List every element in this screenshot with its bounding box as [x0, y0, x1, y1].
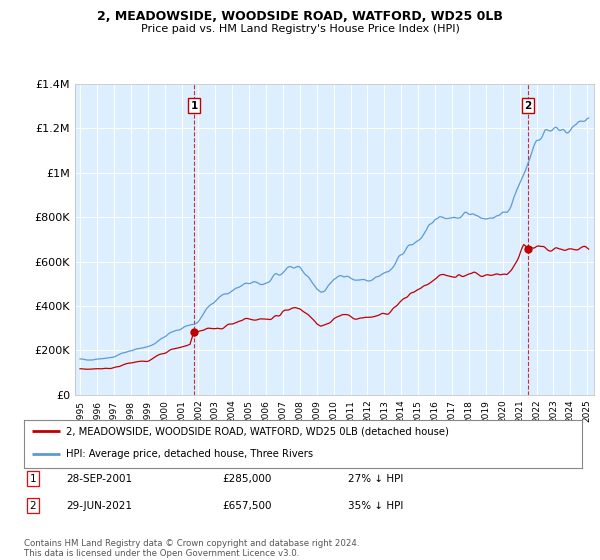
Text: 2: 2 — [29, 501, 37, 511]
Text: 29-JUN-2021: 29-JUN-2021 — [66, 501, 132, 511]
Text: Price paid vs. HM Land Registry's House Price Index (HPI): Price paid vs. HM Land Registry's House … — [140, 24, 460, 34]
Text: 2, MEADOWSIDE, WOODSIDE ROAD, WATFORD, WD25 0LB (detached house): 2, MEADOWSIDE, WOODSIDE ROAD, WATFORD, W… — [66, 426, 449, 436]
Text: 1: 1 — [29, 474, 37, 484]
Text: 2: 2 — [524, 101, 532, 111]
Text: 2, MEADOWSIDE, WOODSIDE ROAD, WATFORD, WD25 0LB: 2, MEADOWSIDE, WOODSIDE ROAD, WATFORD, W… — [97, 10, 503, 22]
Text: 28-SEP-2001: 28-SEP-2001 — [66, 474, 132, 484]
Text: HPI: Average price, detached house, Three Rivers: HPI: Average price, detached house, Thre… — [66, 449, 313, 459]
Text: 27% ↓ HPI: 27% ↓ HPI — [348, 474, 403, 484]
Text: £285,000: £285,000 — [222, 474, 271, 484]
Text: £657,500: £657,500 — [222, 501, 271, 511]
Text: Contains HM Land Registry data © Crown copyright and database right 2024.
This d: Contains HM Land Registry data © Crown c… — [24, 539, 359, 558]
Text: 1: 1 — [191, 101, 198, 111]
Text: 35% ↓ HPI: 35% ↓ HPI — [348, 501, 403, 511]
